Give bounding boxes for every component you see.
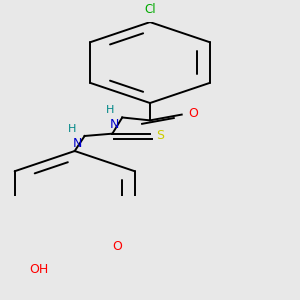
Text: O: O xyxy=(189,107,199,120)
Text: S: S xyxy=(156,130,164,142)
Text: N: N xyxy=(72,136,82,150)
Text: N: N xyxy=(110,118,119,131)
Text: H: H xyxy=(68,124,77,134)
Text: Cl: Cl xyxy=(144,3,156,16)
Text: O: O xyxy=(112,240,122,253)
Text: OH: OH xyxy=(30,263,49,276)
Text: H: H xyxy=(106,105,114,115)
